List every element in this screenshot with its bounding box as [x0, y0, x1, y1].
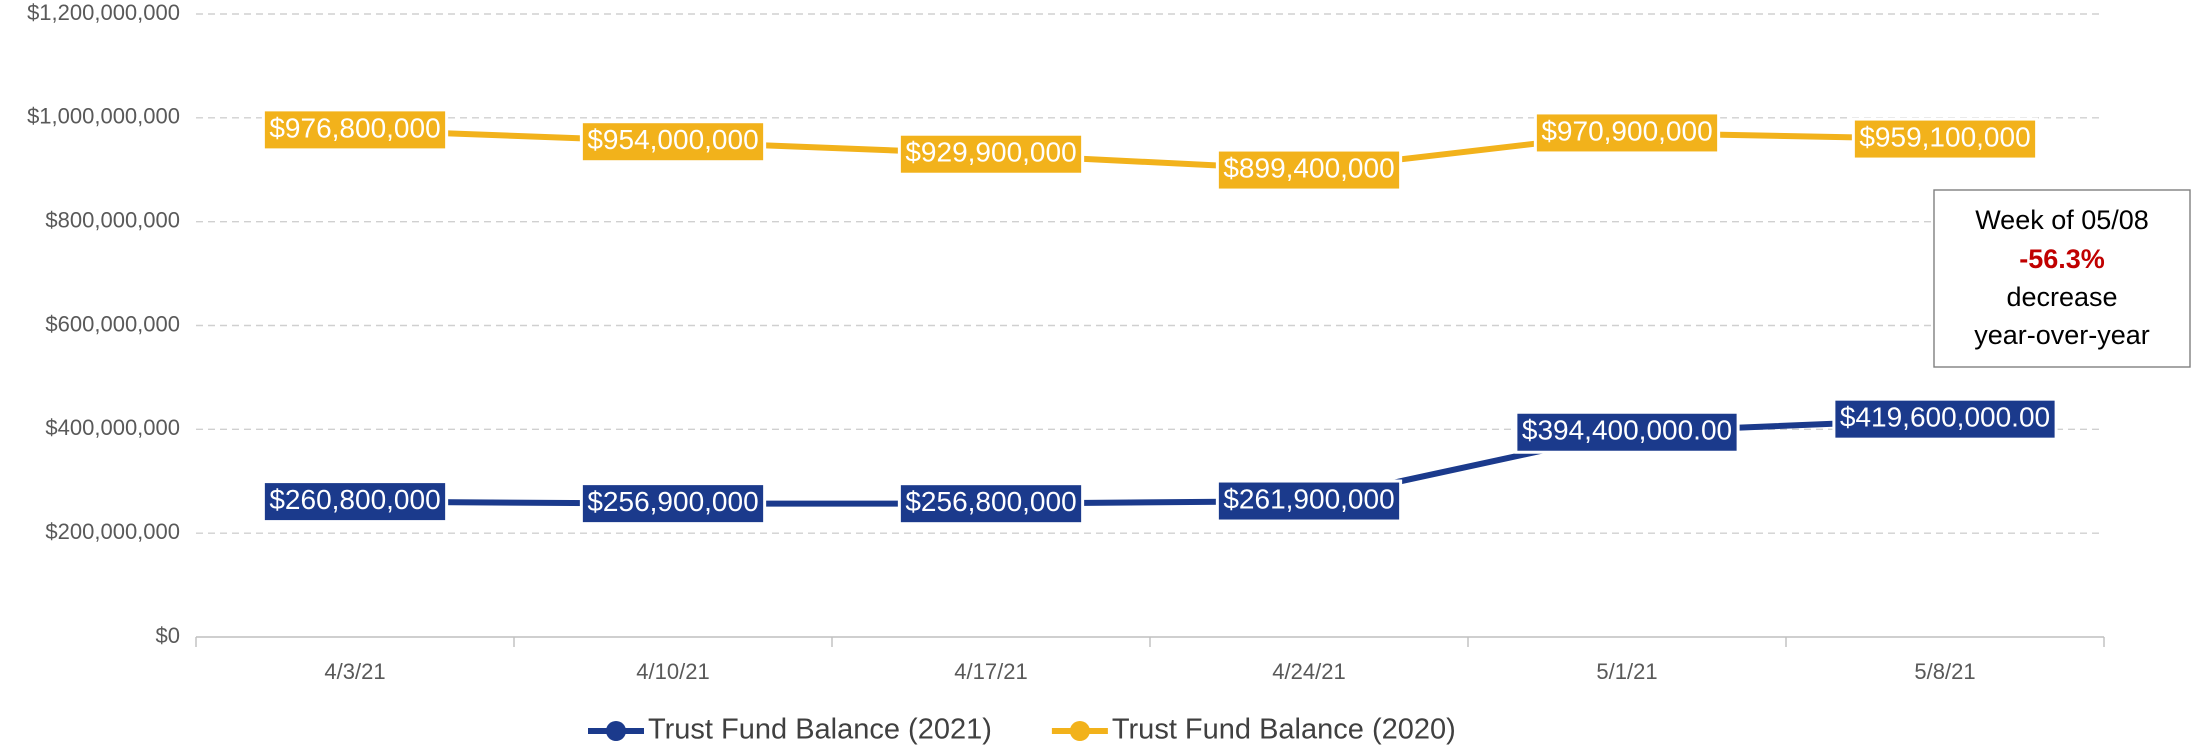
plot: $0 $200,000,000 $400,000,000 $600,000,000 $8… [27, 0, 2105, 684]
data-label-text: $260,800,000 [269, 484, 440, 515]
legend-label: Trust Fund Balance (2021) [648, 714, 992, 746]
data-label-text: $419,600,000.00 [1840, 402, 2050, 433]
data-label-box [1215, 479, 1403, 523]
data-label: $261,900,000 [1215, 479, 1403, 523]
x-tick-label: 5/1/21 [1596, 659, 1657, 684]
annotation-text: decrease [2006, 282, 2117, 312]
data-label-box [261, 480, 449, 524]
data-label: $899,400,000 [1215, 148, 1403, 192]
y-tick-label: $200,000,000 [45, 519, 180, 544]
y-tick-label: $800,000,000 [45, 207, 180, 232]
y-tick-label: $1,000,000,000 [27, 104, 180, 129]
data-label-text: $394,400,000.00 [1522, 415, 1732, 446]
data-label-box [897, 482, 1085, 526]
data-label: $976,800,000 [261, 108, 449, 152]
data-label-text: $954,000,000 [587, 124, 758, 155]
annotation: Week of 05/08 -56.3% decrease year-over-… [1933, 189, 2191, 368]
annotation-text: Week of 05/08 [1975, 205, 2149, 235]
data-label-box [1215, 148, 1403, 192]
legend-marker [1069, 721, 1090, 741]
data-label-text: $970,900,000 [1541, 115, 1712, 146]
x-tick-label: 4/10/21 [636, 659, 709, 684]
data-label-text: $256,900,000 [587, 486, 758, 517]
data-label: $419,600,000.00 [1832, 397, 2058, 441]
annotation-text: year-over-year [1974, 320, 2150, 350]
data-label-text: $256,800,000 [905, 486, 1076, 517]
x-tick-label: 4/17/21 [954, 659, 1027, 684]
y-tick-label: $0 [156, 623, 180, 648]
data-label-text: $976,800,000 [269, 112, 440, 143]
data-label-text: $261,900,000 [1223, 483, 1394, 514]
data-label-text: $899,400,000 [1223, 152, 1394, 183]
data-label-text: $959,100,000 [1859, 121, 2030, 152]
data-label: $256,900,000 [579, 482, 767, 526]
data-label-box [579, 120, 767, 164]
data-label-box [261, 108, 449, 152]
legend-marker [606, 721, 626, 741]
data-label-box [579, 482, 767, 526]
y-tick-label: $400,000,000 [45, 415, 180, 440]
annotation-highlight: -56.3% [2019, 244, 2105, 274]
data-label-box [1533, 111, 1721, 155]
data-label-text: $929,900,000 [905, 137, 1076, 168]
data-label: $954,000,000 [579, 120, 767, 164]
y-tick-label: $600,000,000 [45, 311, 180, 336]
data-label: $256,800,000 [897, 482, 1085, 526]
data-label: $970,900,000 [1533, 111, 1721, 155]
data-label-box [1514, 410, 1740, 454]
x-tick-label: 5/8/21 [1914, 659, 1975, 684]
legend-label: Trust Fund Balance (2020) [1112, 714, 1456, 746]
data-label: $394,400,000.00 [1514, 410, 1740, 454]
data-label: $959,100,000 [1851, 117, 2039, 161]
x-tick-label: 4/3/21 [324, 659, 385, 684]
data-label-box [897, 132, 1085, 176]
annotation-box [1933, 189, 2191, 368]
data-label-box [1851, 117, 2039, 161]
data-label: $260,800,000 [261, 480, 449, 524]
y-tick-label: $1,200,000,000 [27, 0, 180, 25]
x-tick-label: 4/24/21 [1272, 659, 1345, 684]
data-label-box [1832, 397, 2058, 441]
data-label: $929,900,000 [897, 132, 1085, 176]
